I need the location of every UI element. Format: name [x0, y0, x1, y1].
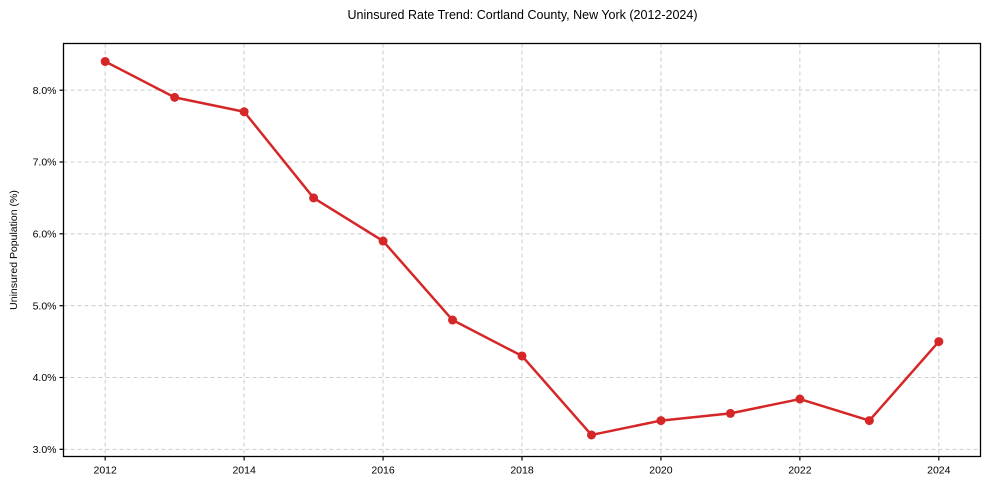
- data-point-2023: [864, 416, 874, 426]
- y-axis-tick-label: 8.0%: [33, 85, 57, 97]
- data-point-2022: [795, 394, 805, 404]
- x-axis-tick-label: 2020: [649, 465, 673, 477]
- y-axis-tick-label: 5.0%: [33, 300, 57, 312]
- x-axis-tick-label: 2014: [232, 465, 256, 477]
- y-axis-tick-label: 7.0%: [33, 157, 57, 169]
- x-axis-tick-label: 2022: [788, 465, 812, 477]
- x-axis-tick-label: 2018: [510, 465, 534, 477]
- x-axis-tick-label: 2012: [94, 465, 118, 477]
- data-point-2017: [448, 315, 458, 325]
- data-point-2016: [378, 236, 388, 246]
- y-axis-tick-label: 3.0%: [33, 444, 57, 456]
- data-point-2019: [586, 430, 596, 440]
- chart-title: Uninsured Rate Trend: Cortland County, N…: [347, 8, 698, 22]
- y-axis-label: Uninsured Population (%): [8, 190, 20, 310]
- y-axis-tick-label: 6.0%: [33, 229, 57, 241]
- data-point-2024: [934, 337, 944, 347]
- data-point-2012: [100, 56, 110, 66]
- data-point-2014: [239, 107, 249, 117]
- data-point-2013: [170, 92, 180, 102]
- y-axis-tick-label: 4.0%: [33, 372, 57, 384]
- data-point-2020: [656, 416, 666, 426]
- data-point-2018: [517, 351, 527, 361]
- x-axis-tick-label: 2016: [371, 465, 395, 477]
- data-point-2021: [725, 408, 735, 418]
- data-point-2015: [309, 193, 319, 203]
- x-axis-tick-label: 2024: [927, 465, 951, 477]
